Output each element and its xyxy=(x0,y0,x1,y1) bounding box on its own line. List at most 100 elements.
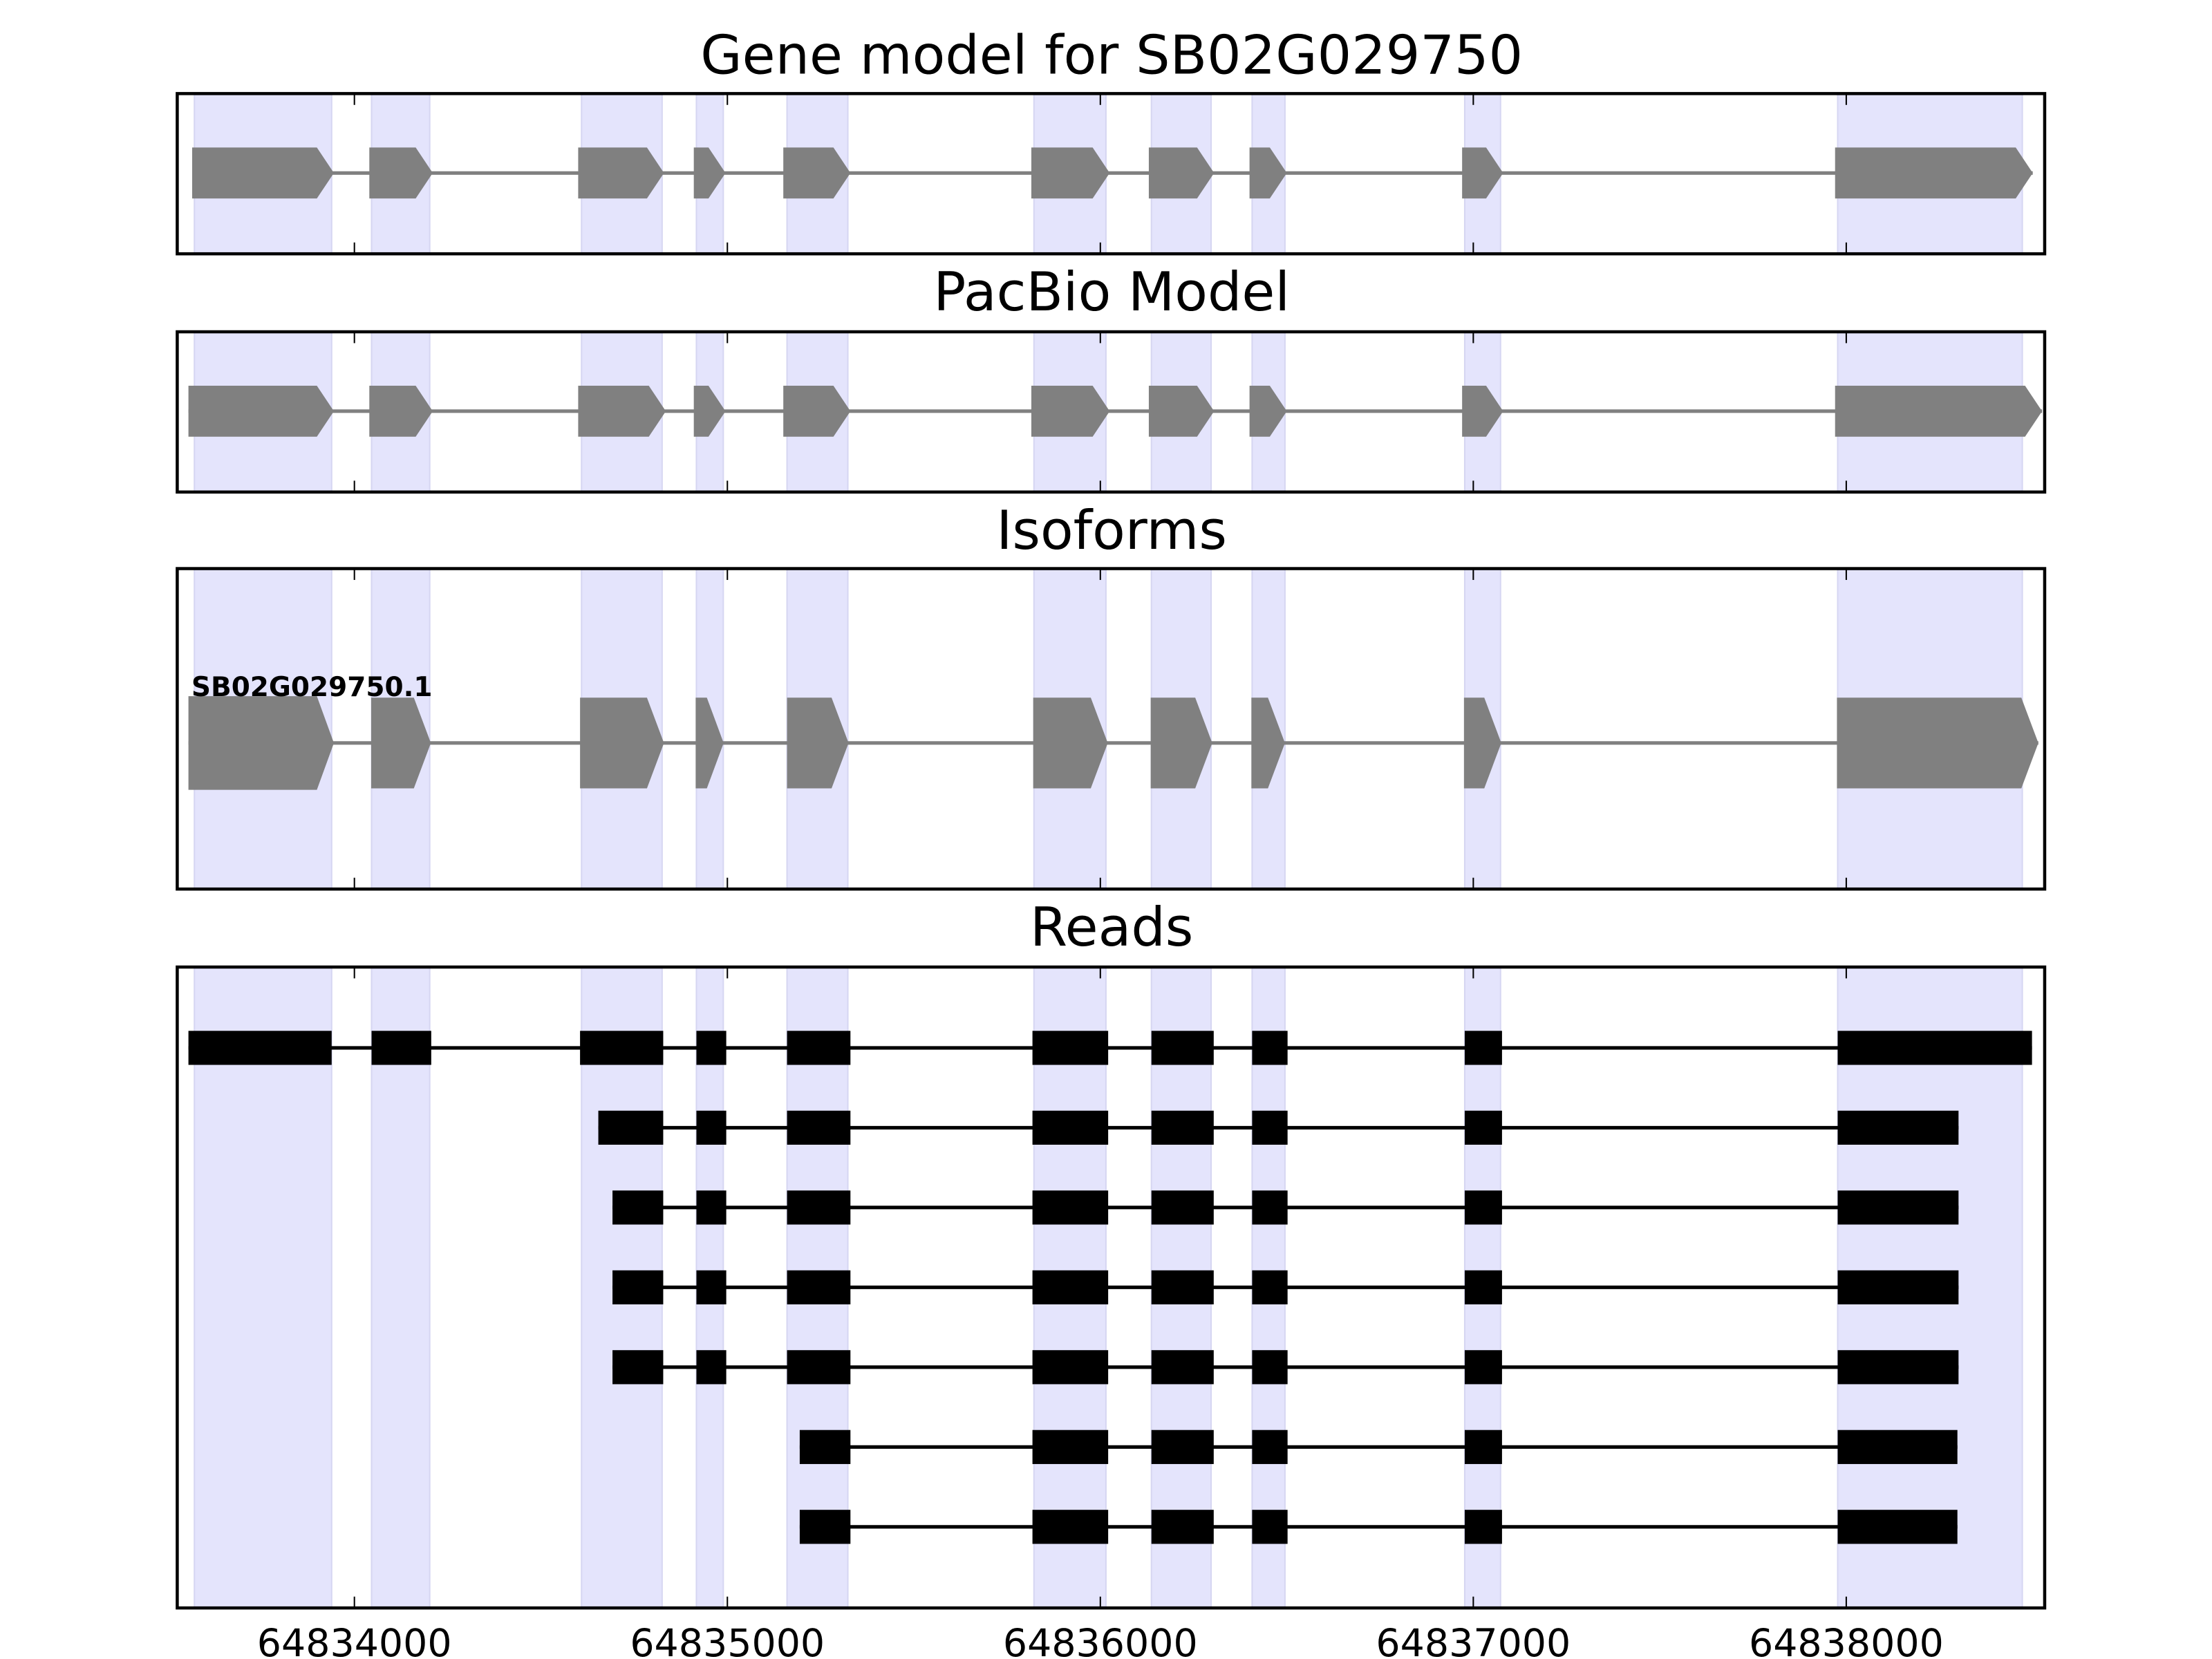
exon-arrow xyxy=(580,697,664,789)
read-exon-block xyxy=(1151,1190,1214,1225)
read-exon-block xyxy=(1464,1031,1502,1065)
exon-arrow xyxy=(1251,697,1285,789)
read-exon-block xyxy=(1837,1270,1959,1304)
read-exon-block xyxy=(696,1190,727,1225)
panel-frame xyxy=(176,92,2047,256)
panel-title-gene-model: Gene model for SB02G029750 xyxy=(700,25,1523,87)
read-exon-block xyxy=(1464,1430,1502,1464)
exon-shade xyxy=(371,966,431,1609)
read-exon-block xyxy=(612,1350,664,1385)
panel-title-isoforms: Isoforms xyxy=(996,500,1227,562)
read-exon-block xyxy=(1032,1031,1109,1065)
read-exon-block xyxy=(598,1110,664,1145)
read-exon-block xyxy=(612,1190,664,1225)
read-exon-block xyxy=(787,1031,851,1065)
exon-arrow xyxy=(1148,385,1215,437)
read-exon-block xyxy=(1464,1350,1502,1385)
exon-arrow xyxy=(371,697,431,789)
exon-arrow xyxy=(1463,697,1501,789)
read-exon-block xyxy=(799,1510,851,1544)
panel-frame xyxy=(176,965,2047,1610)
read-exon-block xyxy=(1151,1110,1214,1145)
x-tick-label: 64834000 xyxy=(257,1622,452,1659)
exon-arrow xyxy=(369,147,433,199)
read-exon-block xyxy=(696,1350,727,1385)
read-exon-block xyxy=(1837,1510,1958,1544)
read-exon-block xyxy=(787,1350,851,1385)
read-exon-block xyxy=(787,1110,851,1145)
read-exon-block xyxy=(1032,1510,1109,1544)
exon-arrow xyxy=(1033,697,1108,789)
exon-arrow xyxy=(578,385,666,437)
read-exon-block xyxy=(1252,1510,1288,1544)
read-exon-block xyxy=(1837,1110,1959,1145)
exon-shade xyxy=(194,966,332,1609)
read-exon-block xyxy=(1252,1190,1288,1225)
read-exon-block xyxy=(1032,1350,1109,1385)
exon-arrow xyxy=(695,697,724,789)
isoform-label: SB02G029750.1 xyxy=(191,672,433,703)
panel-title-reads: Reads xyxy=(1030,897,1193,959)
read-exon-block xyxy=(1151,1350,1214,1385)
exon-arrow xyxy=(1249,385,1287,437)
read-exon-block xyxy=(1151,1430,1214,1464)
read-exon-block xyxy=(371,1031,431,1065)
x-tick-label: 64835000 xyxy=(630,1622,825,1659)
exon-arrow xyxy=(1835,147,2033,199)
panel-title-pacbio: PacBio Model xyxy=(933,261,1290,324)
read-exon-block xyxy=(1252,1350,1288,1385)
read-exon-block xyxy=(1464,1270,1502,1304)
read-exon-block xyxy=(799,1430,851,1464)
read-exon-block xyxy=(1464,1510,1502,1544)
read-exon-block xyxy=(1464,1110,1502,1145)
exon-arrow xyxy=(1031,147,1110,199)
x-tick-label: 64836000 xyxy=(1003,1622,1198,1659)
read-exon-block xyxy=(1837,1031,2032,1065)
read-exon-block xyxy=(580,1031,664,1065)
read-exon-block xyxy=(696,1031,727,1065)
exon-arrow xyxy=(578,147,664,199)
read-exon-block xyxy=(787,1270,851,1304)
read-exon-block xyxy=(1837,1190,1959,1225)
read-exon-block xyxy=(1252,1270,1288,1304)
exon-arrow xyxy=(188,696,335,790)
read-exon-block xyxy=(696,1110,727,1145)
exon-arrow xyxy=(693,147,726,199)
read-exon-block xyxy=(1837,1430,1958,1464)
exon-arrow xyxy=(1249,147,1287,199)
read-exon-block xyxy=(1252,1110,1288,1145)
exon-arrow xyxy=(783,385,851,437)
exon-arrow xyxy=(1150,697,1212,789)
read-exon-block xyxy=(1032,1430,1109,1464)
exon-arrow xyxy=(693,385,726,437)
read-exon-block xyxy=(696,1270,727,1304)
read-exon-block xyxy=(1464,1190,1502,1225)
exon-arrow xyxy=(1031,385,1110,437)
exon-arrow xyxy=(1837,697,2038,789)
x-tick-label: 64838000 xyxy=(1749,1622,1944,1659)
panel-frame xyxy=(176,567,2047,891)
exon-arrow xyxy=(191,147,335,199)
read-exon-block xyxy=(1252,1430,1288,1464)
read-exon-block xyxy=(1151,1270,1214,1304)
panel-frame xyxy=(176,330,2047,494)
exon-arrow xyxy=(1462,385,1503,437)
exon-arrow xyxy=(1462,147,1503,199)
exon-arrow xyxy=(369,385,433,437)
read-exon-block xyxy=(1032,1110,1109,1145)
read-exon-block xyxy=(1252,1031,1288,1065)
exon-arrow xyxy=(787,697,849,789)
exon-arrow xyxy=(1835,385,2043,437)
read-exon-block xyxy=(1032,1190,1109,1225)
exon-arrow xyxy=(783,147,851,199)
read-exon-block xyxy=(1151,1510,1214,1544)
read-exon-block xyxy=(1837,1350,1959,1385)
read-exon-block xyxy=(188,1031,332,1065)
exon-arrow xyxy=(1148,147,1215,199)
read-exon-block xyxy=(612,1270,664,1304)
exon-arrow xyxy=(188,385,335,437)
read-exon-block xyxy=(787,1190,851,1225)
read-exon-block xyxy=(1032,1270,1109,1304)
read-exon-block xyxy=(1151,1031,1214,1065)
